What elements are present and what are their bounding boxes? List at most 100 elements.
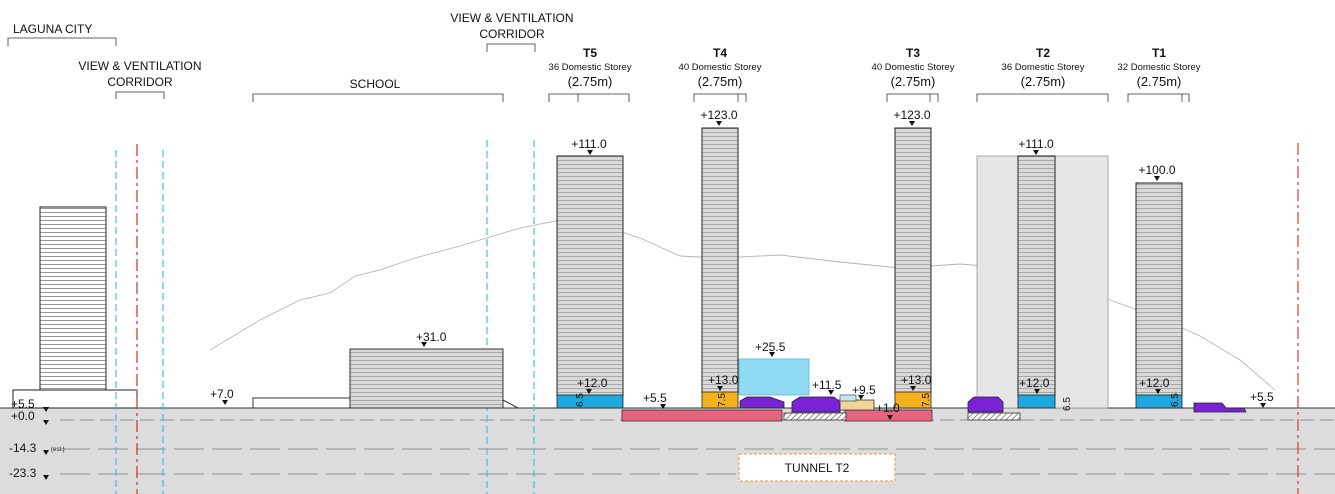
right-end-marker (1260, 403, 1266, 408)
tunnel-box (738, 453, 896, 482)
tower-t4-bracket (693, 93, 747, 102)
tower-header-t2: T2 36 Domestic Storey (2.75m) (976, 46, 1109, 102)
tower-t3-podium-marker (910, 386, 916, 391)
tower-t3-top-level: +123.0 (893, 108, 930, 122)
tower-t4-storeys: 40 Domestic Storey (679, 62, 762, 73)
tower-header-t4: T4 40 Domestic Storey (2.75m) (679, 46, 762, 102)
tower-t1-name: T1 (1152, 46, 1166, 60)
tower-t1-height: (2.75m) (1137, 74, 1182, 89)
basement-hatch-2 (967, 412, 1021, 421)
datum-label-p5: +5.5 (11, 397, 35, 411)
tower-t4-height: (2.75m) (698, 74, 743, 89)
corridor-mid-bracket (486, 43, 536, 52)
tower-t2-storeys: 36 Domestic Storey (1002, 62, 1085, 73)
block-purple-3 (967, 396, 1004, 413)
corridor-mid-label-line2: CORRIDOR (479, 27, 545, 41)
basement-marker (887, 415, 893, 420)
block-light-cyan (738, 358, 810, 396)
tower-header-t1: T1 32 Domestic Storey (2.75m) (1118, 46, 1201, 102)
school-slope (502, 399, 519, 409)
mountain-outline (209, 220, 1276, 391)
corridor-left-label-line1: VIEW & VENTILATION (78, 59, 201, 73)
tower-t5-podium-marker (586, 389, 592, 394)
tower-t3-height: (2.75m) (891, 74, 936, 89)
tower-t1 (1135, 182, 1183, 397)
datum-marker-0 (43, 420, 49, 425)
basement-pink-1 (621, 409, 783, 422)
school-label: SCHOOL (350, 77, 401, 91)
block-mid1-marker (828, 390, 834, 395)
tower-t1-podium-dim: 6.5 (1170, 393, 1181, 407)
tower-header-t5: T5 36 Domestic Storey (2.75m) (549, 46, 632, 102)
laguna-city-bracket (7, 37, 117, 46)
block-purple-2 (791, 396, 841, 413)
laguna-city-building (39, 206, 107, 391)
school-level: +31.0 (416, 330, 447, 344)
basement-level: +1.0 (876, 401, 900, 415)
podium-t5 (556, 394, 624, 409)
block-purple-1 (739, 396, 785, 409)
block-mid2-marker (858, 395, 864, 400)
school-building (349, 348, 504, 409)
tower-t5-top-marker (587, 150, 593, 155)
podium-t3 (894, 391, 932, 409)
podium-t2 (1017, 394, 1056, 409)
tower-header-t3: T3 40 Domestic Storey (2.75m) (872, 46, 955, 102)
underground-area (0, 408, 1335, 494)
block-cyan-level: +25.5 (755, 340, 786, 354)
datum-label-m23: -23.3 (9, 466, 37, 480)
tower-t3-bracket (886, 93, 939, 102)
tower-t2-podium-marker (1034, 389, 1040, 394)
tower-t1-podium-level: +12.0 (1139, 376, 1170, 390)
podium-t1 (1135, 394, 1183, 409)
tower-t3-podium-level: +13.0 (901, 373, 932, 387)
tower-t4 (701, 127, 739, 394)
tower-t5-bracket (548, 93, 630, 102)
tower-t4-name: T4 (713, 46, 727, 60)
tower-t2-name: T2 (1036, 46, 1050, 60)
block-purple-4 (1193, 402, 1247, 413)
corridor-mid-label-line1: VIEW & VENTILATION (450, 11, 573, 25)
tower-t2 (1017, 155, 1056, 397)
tunnel-label: TUNNEL T2 (785, 461, 850, 475)
tower-t4-podium-marker (717, 386, 723, 391)
tower-t5-top-level: +111.0 (571, 137, 607, 151)
block-tan (837, 399, 875, 411)
tower-t2-height: (2.75m) (1021, 74, 1066, 89)
tower-t4-top-marker (716, 121, 722, 126)
tower-t5-name: T5 (583, 46, 597, 60)
podium-t4 (701, 391, 739, 409)
tower-t2-top-level: +111.0 (1018, 137, 1054, 151)
tower-t1-top-level: +100.0 (1138, 163, 1175, 177)
ground-left-marker (222, 400, 228, 405)
datum-label-0: +0.0 (11, 409, 35, 423)
datum-label-m14: -14.3 (9, 441, 37, 455)
tower-t1-top-marker (1154, 176, 1160, 181)
tower-t3-storeys: 40 Domestic Storey (872, 62, 955, 73)
tower-t3 (894, 127, 932, 394)
tower-t2-podium-dim: 6.5 (1062, 397, 1073, 411)
datum-note-m14: (est.) (51, 447, 65, 453)
ground-left-level: +7.0 (210, 387, 234, 401)
tower-t1-bracket (1127, 93, 1190, 102)
block-lightblue-small (839, 394, 857, 402)
ground-t5-marker (660, 404, 666, 409)
datum-marker-m23 (43, 475, 49, 480)
block-mid2-level: +9.5 (852, 383, 876, 397)
tower-t3-top-marker (909, 121, 915, 126)
corridor-left-label-line2: CORRIDOR (107, 75, 173, 89)
tower-t2-top-marker (1033, 150, 1039, 155)
tower-t5-height: (2.75m) (568, 74, 613, 89)
tower-t3-podium-dim: 7.5 (921, 393, 932, 407)
tower-t4-podium-dim: 7.5 (717, 393, 728, 407)
block-mid1-level: +11.5 (812, 378, 842, 392)
tower-t5-podium-dim: 6.5 (575, 393, 586, 407)
right-end-level: +5.5 (1250, 390, 1274, 404)
tower-t1-storeys: 32 Domestic Storey (1118, 62, 1201, 73)
school-level-marker (421, 342, 427, 347)
tower-t5 (556, 155, 624, 397)
tower-t1-podium-marker (1155, 389, 1161, 394)
basement-hatch-1 (783, 412, 847, 421)
datum-marker-m14 (43, 450, 49, 455)
